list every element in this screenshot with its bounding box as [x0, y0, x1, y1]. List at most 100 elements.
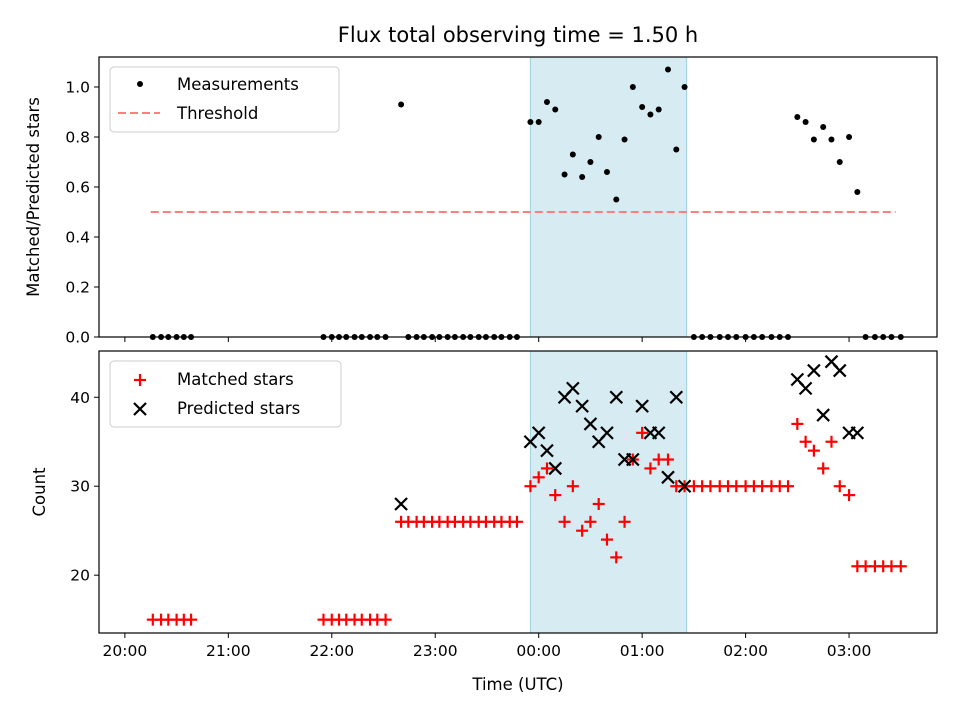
- predicted-star-point: [566, 381, 580, 396]
- legend-measurements-label: Measurements: [177, 75, 299, 94]
- x-axis-label: Time (UTC): [471, 675, 563, 694]
- measurement-point: [613, 196, 620, 203]
- predicted-star-point: [807, 363, 821, 378]
- y-tick-label: 0.6: [65, 179, 90, 197]
- matched-star-point: [791, 417, 804, 430]
- measurement-point: [854, 189, 861, 195]
- y-tick-label: 30: [70, 478, 90, 496]
- measurement-point: [665, 66, 672, 73]
- matched-star-point: [540, 462, 553, 475]
- measurement-point: [543, 99, 550, 105]
- measurement-point: [820, 124, 827, 130]
- measurement-point: [647, 111, 654, 118]
- chart-title: Flux total observing time = 1.50 h: [338, 23, 698, 47]
- measurement-point: [398, 101, 405, 108]
- matched-star-point: [618, 515, 631, 528]
- predicted-star-point: [548, 461, 563, 476]
- y-tick-label: 0.2: [65, 279, 90, 297]
- matched-star-point: [843, 489, 856, 502]
- measurement-point: [561, 171, 568, 178]
- predicted-star-point: [394, 497, 408, 511]
- bottom-y-axis-label: Count: [30, 467, 49, 517]
- measurement-point: [603, 169, 610, 175]
- matched-star-point: [185, 613, 198, 626]
- measurement-point: [673, 146, 680, 153]
- y-tick-label: 0.4: [65, 229, 90, 247]
- top-legend-box: [109, 66, 340, 133]
- predicted-star-point: [798, 381, 813, 396]
- bottom-panel: 20 30 40 20:00 21:00 22:00 23:00 00:00 01:00 02:…: [30, 350, 938, 694]
- legend-matched-marker: [134, 374, 146, 386]
- matched-star-point: [636, 426, 649, 439]
- y-tick-label: 20: [70, 567, 90, 585]
- measurement-point: [535, 119, 542, 125]
- measurement-point: [836, 159, 843, 165]
- matched-star-point: [833, 480, 846, 493]
- top-axes-frame: [98, 56, 938, 338]
- matched-star-point: [592, 498, 605, 511]
- matched-star-point: [825, 435, 838, 448]
- matched-star-point: [782, 480, 795, 493]
- x-tick-label: 01:00: [620, 642, 665, 660]
- legend-measurements-marker: [137, 81, 143, 87]
- bottom-axes-frame: [98, 350, 938, 634]
- matched-star-point: [817, 462, 830, 475]
- predicted-star-point: [635, 399, 649, 413]
- predicted-star-point: [540, 443, 554, 458]
- shaded-observing-span: [529, 56, 688, 338]
- x-tick-label: 03:00: [827, 642, 872, 660]
- x-tick-label: 21:00: [206, 642, 251, 660]
- measurement-point: [621, 136, 628, 143]
- top-legend: Measurements Threshold: [109, 66, 340, 133]
- measurement-point: [587, 159, 594, 165]
- predicted-star-point: [575, 399, 589, 413]
- matched-star-point: [524, 480, 537, 493]
- measurement-point: [552, 106, 559, 113]
- x-tick-label: 00:00: [516, 642, 561, 660]
- predicted-star-point: [651, 426, 666, 440]
- matched-star-point: [558, 515, 571, 528]
- predicted-star-point: [609, 390, 624, 405]
- measurement-point: [846, 134, 853, 140]
- measurement-point: [579, 174, 586, 180]
- measurement-point: [655, 106, 662, 113]
- matched-star-point: [894, 560, 907, 573]
- matched-star-point: [549, 489, 562, 502]
- legend-threshold-label: Threshold: [176, 104, 258, 123]
- predicted-star-point: [850, 426, 865, 440]
- y-tick-label: 40: [70, 389, 90, 407]
- measurement-point: [828, 136, 835, 143]
- top-y-axis-label: Matched/Predicted stars: [24, 97, 43, 297]
- predicted-star-point: [677, 479, 692, 493]
- legend-matched-label: Matched stars: [177, 370, 294, 389]
- measurement-point: [595, 134, 602, 140]
- top-panel: 0.0 0.2 0.4 0.6 0.8 1.0 Matched/Predicted sta…: [24, 56, 938, 347]
- predicted-star-point: [600, 426, 614, 440]
- matched-star-point: [807, 444, 820, 457]
- matched-star-point: [799, 435, 812, 448]
- y-tick-label: 0.0: [65, 329, 90, 347]
- matched-star-point: [644, 462, 657, 475]
- predicted-star-point: [669, 390, 684, 405]
- bottom-legend-box: [109, 360, 342, 428]
- measurement-point: [629, 84, 636, 90]
- x-tick-label: 23:00: [413, 642, 458, 660]
- measurement-point: [802, 119, 809, 125]
- matched-star-point: [576, 524, 589, 537]
- x-tick-label: 20:00: [103, 642, 148, 660]
- bottom-legend: Matched stars Predicted stars: [109, 360, 342, 428]
- matched-star-point: [662, 453, 675, 466]
- predicted-star-point: [832, 363, 847, 378]
- legend-predicted-marker: [133, 402, 147, 416]
- y-tick-label: 0.8: [65, 129, 90, 147]
- legend-predicted-label: Predicted stars: [177, 399, 300, 418]
- measurement-point: [569, 151, 576, 158]
- predicted-star-point: [626, 452, 640, 467]
- measurement-point: [810, 136, 817, 143]
- matched-star-point: [510, 515, 523, 528]
- matched-star-point: [566, 480, 579, 493]
- matched-star-point: [584, 515, 597, 528]
- measurement-point: [681, 84, 688, 90]
- y-tick-label: 1.0: [65, 79, 90, 97]
